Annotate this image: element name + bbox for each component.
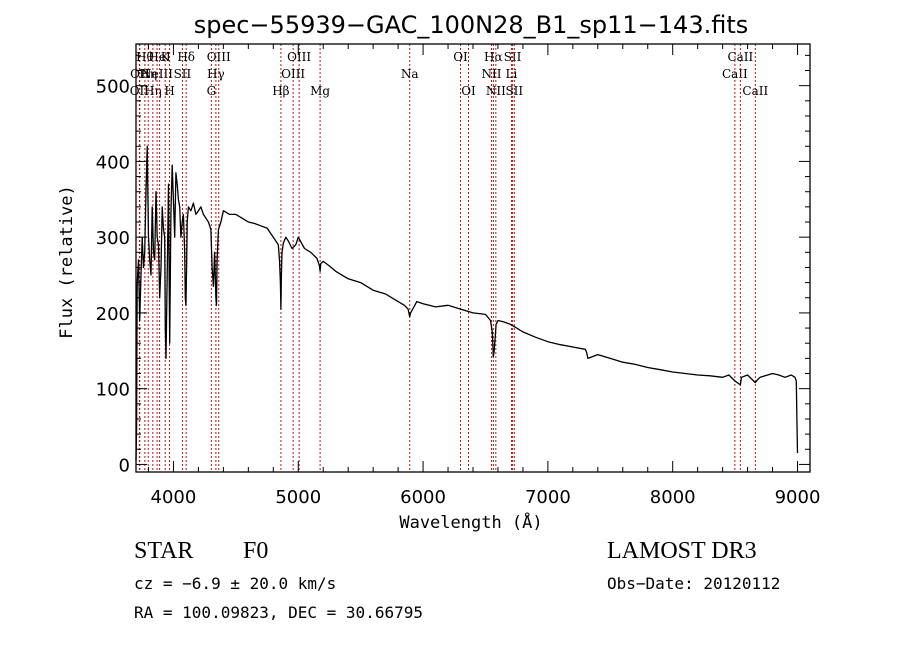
redshift-velocity: cz = −6.9 ± 20.0 km/s [134, 574, 337, 593]
line-label-hα: Hα [484, 50, 503, 64]
x-tick-label: 7000 [525, 487, 571, 508]
line-label-li: Li [506, 67, 518, 81]
line-label-oiii: OIII [287, 50, 311, 64]
x-tick-label: 9000 [775, 487, 821, 508]
line-label-caii: CaII [727, 50, 753, 64]
survey-name: LAMOST DR3 [607, 538, 757, 564]
chart-title: spec−55939−GAC_100N28_B1_sp11−143.fits [194, 11, 749, 39]
spectrum-series-line [135, 145, 799, 461]
line-label-hβ: Hβ [272, 84, 289, 98]
y-tick-label: 300 [96, 228, 130, 249]
plot-frame [135, 43, 811, 473]
x-tick-label: 5000 [275, 487, 321, 508]
y-tick-label: 200 [96, 304, 130, 325]
axis-ticks [136, 44, 810, 472]
line-label-hη: Hη [144, 84, 162, 98]
line-label-sii: SII [174, 67, 192, 81]
line-label-g: G [207, 84, 217, 98]
line-label-h: H [164, 84, 174, 98]
y-tick-label: 400 [96, 152, 130, 173]
line-label-sii: SII [505, 84, 523, 98]
y-tick-label: 0 [119, 455, 130, 476]
object-subclass: F0 [243, 538, 269, 564]
line-label-nii: NII [481, 67, 501, 81]
object-class: STAR [134, 538, 194, 564]
line-label-oi: OI [461, 84, 476, 98]
coordinates: RA = 100.09823, DEC = 30.66795 [134, 603, 423, 622]
x-tick-label: 8000 [650, 487, 696, 508]
line-label-mg: Mg [310, 84, 330, 98]
line-label-oiii: OIII [207, 50, 231, 64]
x-axis-label: Wavelength (Å) [399, 511, 542, 533]
y-tick-label: 500 [96, 77, 130, 98]
line-label-na: Na [401, 67, 419, 81]
line-label-caii: CaII [742, 84, 768, 98]
line-label-k: K [161, 50, 171, 64]
line-label-hθ: Hθ [136, 50, 154, 64]
line-label-hδ: Hδ [177, 50, 195, 64]
line-label-hγ: Hγ [207, 67, 225, 81]
y-axis-label: Flux (relative) [57, 185, 77, 339]
line-label-neiii: NeIII [141, 67, 173, 81]
line-label-nii: NII [486, 84, 506, 98]
x-tick-label: 6000 [400, 487, 446, 508]
line-label-oii: OII [130, 84, 150, 98]
observation-date: Obs−Date: 20120112 [607, 574, 781, 593]
line-label-caii: CaII [722, 67, 748, 81]
line-label-sii: SII [504, 50, 522, 64]
y-tick-label: 100 [96, 380, 130, 401]
line-label-oiii: OIII [281, 67, 305, 81]
axis-tick-labels: 4000 5000 6000 7000 8000 9000 0 100 200 300 400 500 [96, 77, 821, 508]
spectral-line-markers: OIIOIIHθHηHηNeIIIHeIKHSIIHδGHγOIIIHβOIII… [130, 44, 768, 472]
x-tick-label: 4000 [151, 487, 197, 508]
line-label-oi: OI [453, 50, 468, 64]
